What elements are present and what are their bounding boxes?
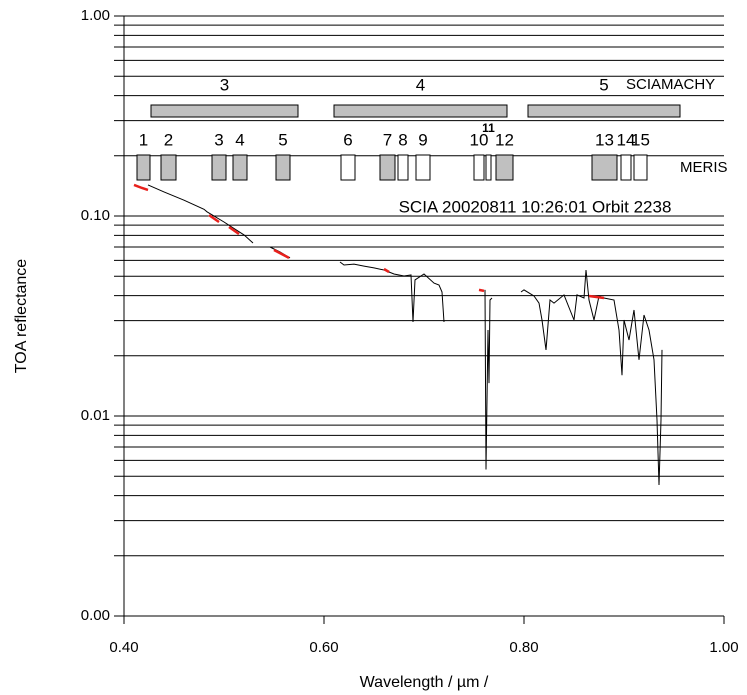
x-axis-title: Wavelength / µm / [360, 674, 489, 691]
meris-band [397, 154, 409, 181]
meris-band [275, 154, 291, 181]
x-tick-label: 0.60 [309, 639, 338, 656]
sciamachy-band-label: 5 [599, 75, 608, 94]
meris-band [136, 154, 151, 181]
meris-band [340, 154, 356, 181]
y-tick-label: 0.01 [81, 407, 110, 424]
meris-band [415, 154, 431, 181]
sciamachy-band-label: 3 [220, 75, 229, 94]
meris-band [232, 154, 248, 181]
x-tick-label: 0.40 [109, 639, 138, 656]
y-tick-label: 1.00 [81, 7, 110, 24]
meris-band-label: 12 [495, 130, 514, 149]
meris-band-label: 5 [278, 130, 287, 149]
meris-band-label: 10 [470, 130, 489, 149]
x-tick-label: 0.80 [509, 639, 538, 656]
y-axis-title: TOA reflectance [13, 259, 30, 374]
meris-band [495, 154, 514, 181]
meris-band-label: 9 [418, 130, 427, 149]
meris-band-label: 4 [235, 130, 244, 149]
sciamachy-band [333, 104, 508, 118]
sciamachy-band-label: 4 [416, 75, 425, 94]
meris-band-label: 7 [383, 130, 392, 149]
x-tick-label: 1.00 [709, 639, 738, 656]
meris-band [211, 154, 227, 181]
meris-band-label: 6 [343, 130, 352, 149]
meris-band [591, 154, 618, 181]
meris-band-label: 11 [482, 121, 495, 135]
sciamachy-label: SCIAMACHY [626, 76, 715, 93]
meris-band [633, 154, 648, 181]
meris-band [620, 154, 632, 181]
meris-band-label: 15 [631, 130, 650, 149]
meris-band-label: 8 [398, 130, 407, 149]
meris-label: MERIS [680, 159, 728, 176]
y-tick-label: 0.00 [81, 607, 110, 624]
meris-band-label: 2 [164, 130, 173, 149]
spectrum-line [147, 184, 663, 486]
spectrum-line [133, 183, 605, 300]
sciamachy-band [527, 104, 681, 118]
meris-band [379, 154, 396, 181]
meris-band-label: 13 [595, 130, 614, 149]
meris-band-label: 3 [214, 130, 223, 149]
sciamachy-band [150, 104, 299, 118]
meris-band [160, 154, 177, 181]
y-tick-label: 0.10 [81, 207, 110, 224]
meris-band [485, 154, 492, 181]
meris-band-label: 1 [139, 130, 148, 149]
meris-band-label: 14 [617, 130, 636, 149]
annotation: SCIA 20020811 10:26:01 Orbit 2238 [399, 197, 672, 216]
meris-band [473, 154, 485, 181]
